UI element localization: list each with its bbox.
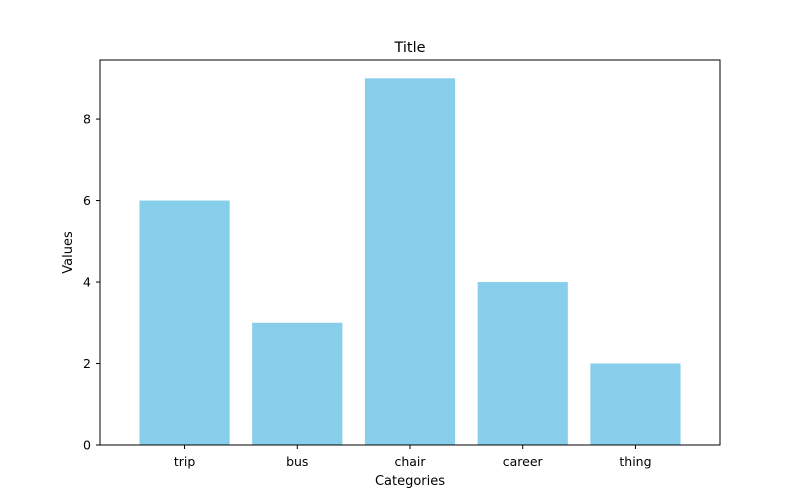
y-axis-ticks: 0 2 4 6 8 — [83, 112, 100, 453]
x-tick-label: career — [503, 454, 544, 469]
y-tick-label: 4 — [83, 275, 91, 290]
y-tick-label: 6 — [83, 193, 91, 208]
plot-frame — [99, 59, 721, 446]
x-tick-label: bus — [286, 454, 308, 469]
bars-group — [139, 78, 681, 445]
y-tick-label: 0 — [83, 438, 91, 453]
bar-thing — [590, 363, 681, 445]
y-axis-label: Values — [61, 231, 76, 274]
bar-career — [477, 282, 568, 445]
bar-trip — [139, 200, 230, 445]
chart-title: Title — [393, 40, 425, 56]
x-axis-ticks: trip bus chair career thing — [174, 445, 652, 469]
y-tick-label: 2 — [83, 356, 91, 371]
x-tick-label: chair — [394, 454, 426, 469]
bar-chair — [364, 78, 456, 445]
y-tick-label: 8 — [83, 112, 91, 127]
bar-bus — [252, 322, 343, 445]
x-tick-label: trip — [174, 454, 196, 469]
x-tick-label: thing — [619, 454, 651, 469]
x-axis-label: Categories — [375, 474, 445, 489]
